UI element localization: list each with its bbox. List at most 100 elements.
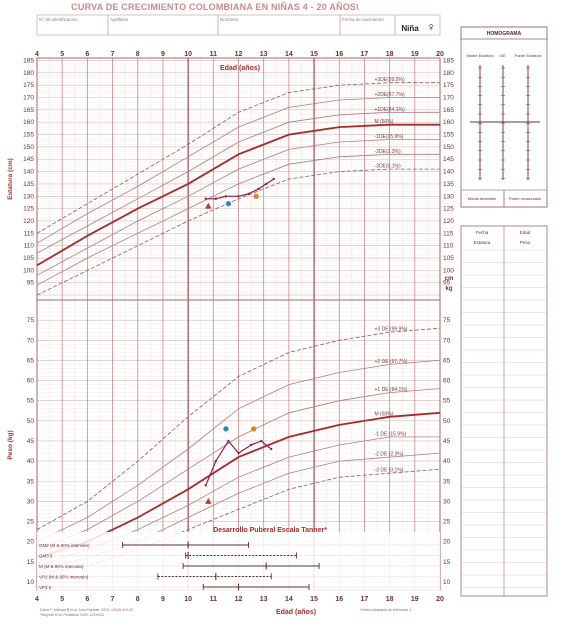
patient-point [272,177,275,181]
y-tick-label-right: 35 [443,478,451,485]
y-tick-label-left: 130 [23,193,34,200]
patient-point [257,187,260,191]
y-tick-label-left: 155 [23,132,34,139]
x-tick-label-bottom: 8 [136,596,140,603]
curve-line [36,111,440,254]
y-tick-label-left: 30 [27,498,35,505]
y-tick-label-right: 145 [443,156,454,163]
patient-point [237,195,240,198]
x-tick-label-bottom: 19 [411,596,419,603]
y-tick-label-right: 40 [443,458,451,465]
x-tick-label-bottom: 17 [361,596,369,603]
x-tick-label-bottom: 13 [260,596,268,603]
patient-point [265,182,268,186]
y-axis-label: Peso (kg) [7,430,14,459]
y-tick-label-right: 110 [443,243,454,250]
y-tick-label-left: 35 [27,478,35,485]
y-tick-label-left: 20 [27,539,35,546]
x-tick-label-bottom: 20 [436,596,444,603]
patient-point [259,439,263,443]
y-tick-label-left: 160 [23,119,34,126]
curve-label: +3DE(99.9%) [375,77,405,83]
y-tick-label-left: 150 [23,144,34,151]
y-tick-label-left: 135 [23,181,34,188]
patient-line [205,178,275,200]
x-tick-label-top: 18 [386,51,394,58]
curve-line [36,123,440,267]
homograma-bottom-right: Padre recalculado [509,196,542,201]
header-field-label: N° de identificación [39,17,78,22]
x-axis-label-top: Edad (años) [220,65,260,72]
y-tick-label-right: 155 [443,132,454,139]
homograma-bottom-left: Media deseable [468,196,497,201]
y-tick-label-left: 180 [23,70,34,77]
x-tick-label-top: 14 [285,51,293,58]
tanner-title: Desarrollo Puberal Escala Tanner* [213,527,327,534]
x-tick-label-top: 7 [111,51,115,58]
y-tick-label-left: 170 [23,95,34,102]
curve-label: +3 DE (99.9%) [375,327,408,333]
marker-circle [253,193,259,199]
sex-label: Niña [401,24,419,33]
curve-line [36,360,441,543]
x-tick-label-top: 9 [161,51,165,58]
sex-box [394,14,441,36]
y-tick-label-left: 95 [27,280,35,287]
y-tick-label-right: 70 [443,337,451,344]
y-tick-label-left: 75 [27,317,35,324]
y-tick-label-right: 50 [443,418,451,425]
y-tick-label-right: 55 [443,398,451,405]
y-tick-label-left: 55 [27,398,35,405]
y-tick-label-right: 150 [443,144,454,151]
x-tick-label-top: 20 [436,51,444,58]
y-tick-label-left: 115 [24,230,35,237]
x-tick-label-top: 11 [210,51,218,58]
y-tick-label-left: 60 [27,378,35,385]
curve-label: -3 DE (0.1%) [375,468,404,474]
y-tick-label-right: 100 [443,267,454,274]
x-tick-label-bottom: 10 [184,596,192,603]
unit-label: kg [445,286,452,292]
y-tick-label-left: 165 [23,107,34,114]
curve-label: M (50%) [375,119,394,125]
y-tick-label-left: 10 [27,579,35,586]
y-tick-label-left: 110 [24,243,35,250]
y-tick-label-right: 175 [443,82,454,89]
unit-label: cm [445,276,454,282]
y-tick-label-right: 115 [443,230,454,237]
x-tick-label-bottom: 7 [111,596,115,603]
patient-point [224,195,228,198]
curve-line [36,327,441,530]
y-tick-label-right: 30 [443,498,451,505]
marker-triangle [205,202,212,209]
curve-label: +1DE(84.1%) [375,107,405,113]
x-tick-label-top: 5 [60,51,64,58]
x-axis-label-bottom: Edad (años) [276,609,316,616]
y-axis-label: Estatura (cm) [7,158,14,200]
x-tick-label-top: 8 [136,51,140,58]
y-tick-label-right: 180 [443,70,454,77]
homograma-col-mid: DE [500,53,506,58]
header-field-label: Nombres [220,17,239,22]
side-table-header: Estatura [474,240,491,245]
side-table-header: Fecha [476,230,489,235]
y-tick-label-left: 15 [27,559,35,566]
y-tick-label-right: 45 [443,438,451,445]
y-tick-label-right: 20 [443,539,451,546]
y-tick-label-left: 100 [23,267,34,274]
y-tick-label-left: 185 [23,57,34,64]
y-tick-label-right: 165 [443,107,454,114]
y-tick-label-right: 140 [443,169,454,176]
homograma-col-right: Padre Estatura [515,53,542,58]
homograma-title: HOMOGRAMA [487,31,522,37]
x-tick-label-top: 17 [361,51,369,58]
y-tick-label-right: 15 [443,559,451,566]
x-tick-label-bottom: 9 [161,596,165,603]
footnote-left-2: *Marjorie et al. Pediatrics 2009; 123:e9… [40,613,104,617]
curve-label: -3DE(0.1%) [375,164,401,170]
marker-circle [251,426,257,432]
footnote-left: Datos F. Michael B et al. Acta Paediatr.… [40,608,133,612]
x-tick-label-bottom: 15 [310,596,318,603]
